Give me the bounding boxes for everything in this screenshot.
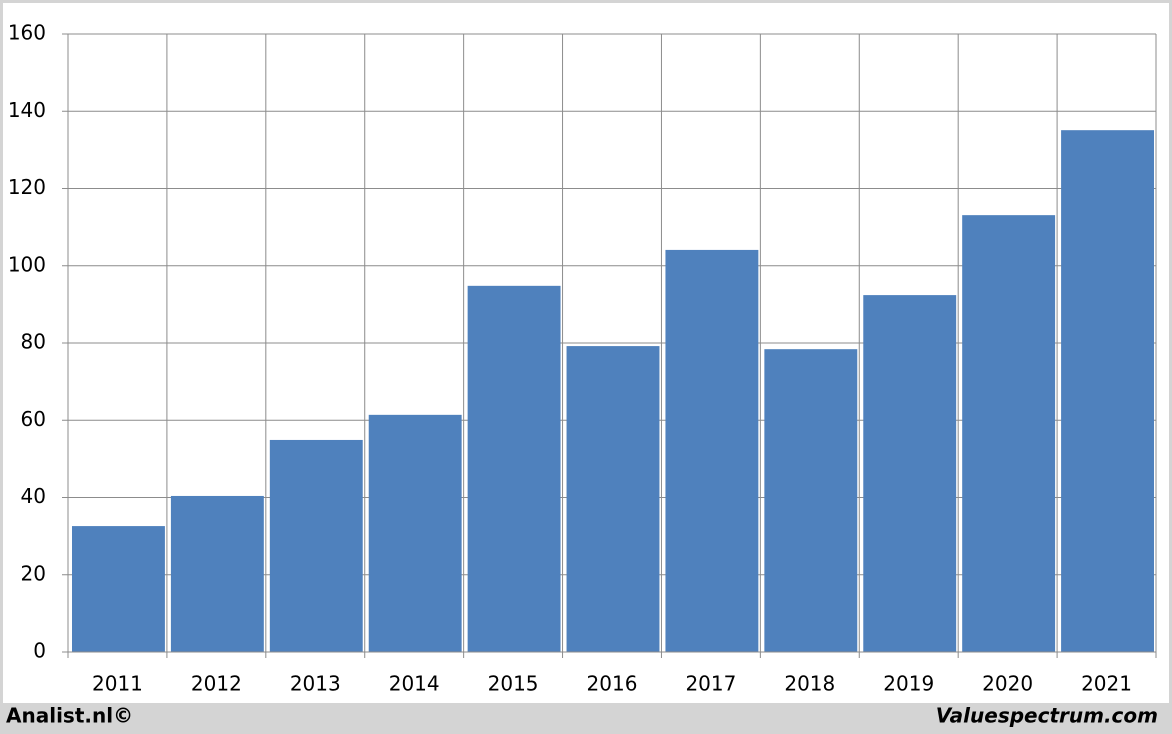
y-tick-label: 120: [8, 175, 46, 199]
x-tick-label: 2016: [587, 672, 638, 696]
bar: [962, 215, 1056, 652]
bar: [566, 346, 660, 652]
bar: [665, 249, 759, 652]
bar: [863, 295, 957, 652]
x-tick-label: 2015: [488, 672, 539, 696]
y-tick-label: 20: [21, 561, 46, 585]
x-tick-label: 2012: [191, 672, 242, 696]
bar: [1061, 130, 1154, 652]
bar: [467, 285, 561, 652]
x-tick-label: 2021: [1081, 672, 1132, 696]
bar: [269, 439, 363, 652]
x-tick-label: 2013: [290, 672, 341, 696]
bar: [170, 495, 264, 652]
x-tick-label: 2020: [982, 672, 1033, 696]
x-tick-label: 2017: [685, 672, 736, 696]
x-tick-label: 2019: [883, 672, 934, 696]
x-tick-label: 2018: [784, 672, 835, 696]
y-tick-label: 140: [8, 98, 46, 122]
y-tick-label: 60: [21, 407, 46, 431]
footer-left: Analist.nl©: [6, 704, 133, 728]
y-tick-label: 160: [8, 21, 46, 45]
y-tick-label: 80: [21, 330, 46, 354]
bar: [72, 526, 165, 652]
x-tick-label: 2014: [389, 672, 440, 696]
bar: [368, 414, 462, 652]
bar: [764, 349, 858, 652]
y-tick-label: 40: [21, 484, 46, 508]
y-tick-label: 0: [33, 639, 46, 663]
x-tick-label: 2011: [92, 672, 143, 696]
y-tick-label: 100: [8, 252, 46, 276]
footer-right: Valuespectrum.com: [936, 704, 1158, 728]
